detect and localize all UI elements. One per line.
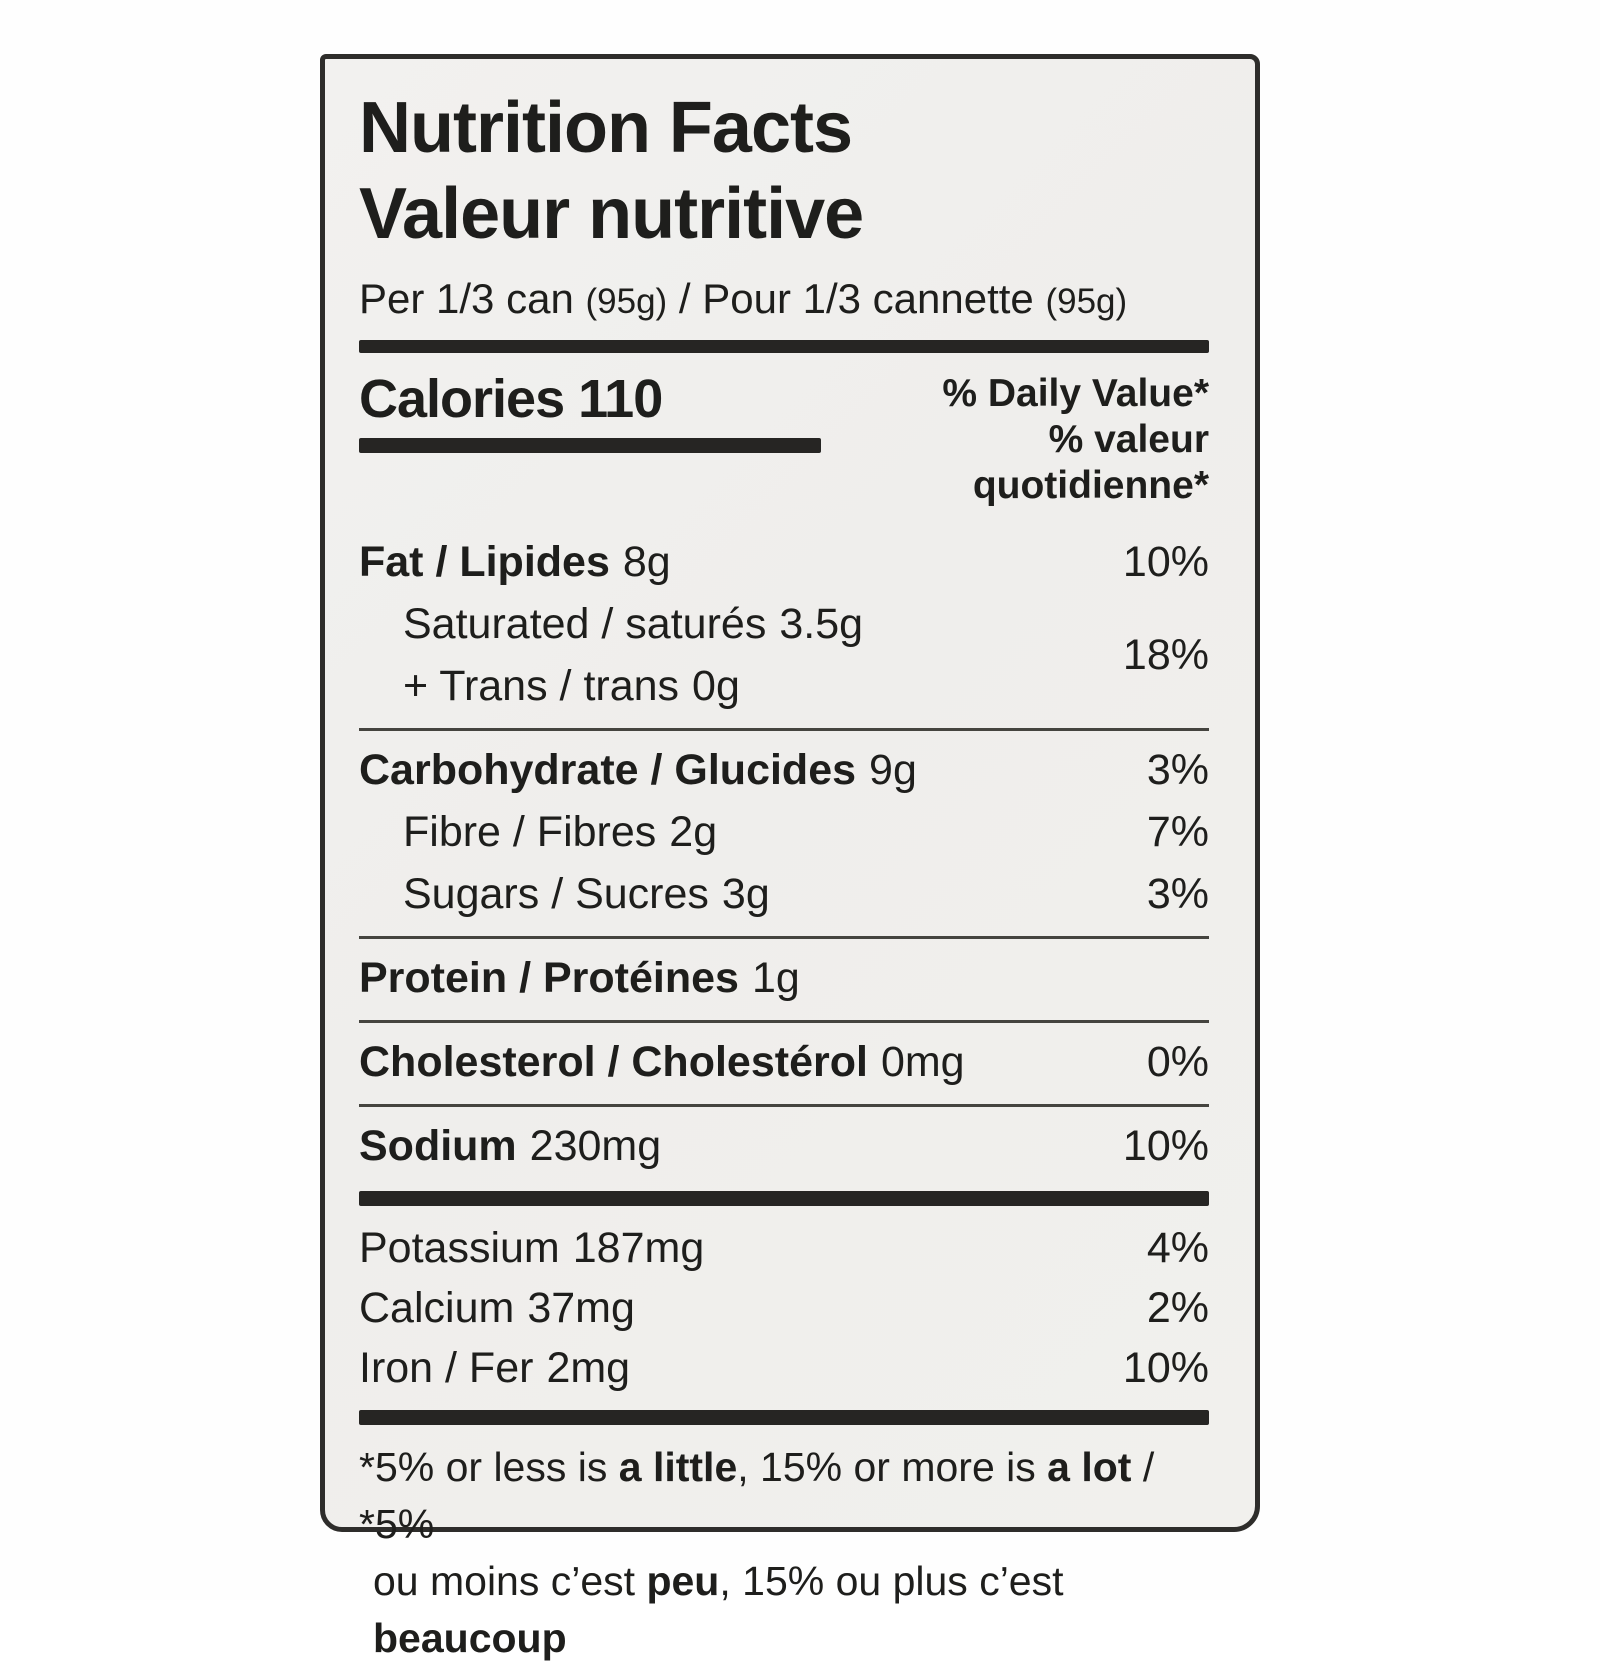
- potassium-dv: 4%: [1146, 1224, 1209, 1272]
- serving-fr-grams: (95g): [1045, 282, 1128, 321]
- row-protein: Protein / Protéines 1g: [359, 947, 1209, 1009]
- calories-underline-bar: [359, 438, 821, 453]
- serving-en-grams: (95g): [585, 282, 668, 321]
- row-trans-fat: + Trans / trans 0g: [403, 662, 740, 710]
- row-cholesterol: Cholesterol / Cholestérol 0mg 0%: [359, 1031, 1209, 1093]
- calcium-dv: 2%: [1146, 1284, 1209, 1332]
- sugars-name: Sugars / Sucres 3g: [403, 870, 770, 918]
- daily-value-header-en: % Daily Value*: [942, 372, 1209, 415]
- cholesterol-name: Cholesterol / Cholestérol 0mg: [359, 1038, 965, 1086]
- calcium-name: Calcium 37mg: [359, 1284, 635, 1332]
- potassium-name: Potassium 187mg: [359, 1224, 705, 1272]
- calories-label: Calories: [359, 369, 565, 429]
- separator-thick-top: [359, 340, 1209, 353]
- carbohydrate-name: Carbohydrate / Glucides 9g: [359, 746, 917, 794]
- separator-thin-3: [359, 1020, 1209, 1023]
- carbohydrate-dv: 3%: [1146, 746, 1209, 794]
- saturated-trans-group: Saturated / saturés 3.5g + Trans / trans 0…: [359, 593, 1209, 717]
- saturated-trans-names: Saturated / saturés 3.5g + Trans / trans 0…: [359, 593, 863, 717]
- row-calcium: Calcium 37mg 2%: [359, 1278, 1209, 1338]
- title-french: Valeur nutritive: [359, 174, 864, 254]
- nutrition-facts-label: Nutrition Facts Valeur nutritive Per 1/3…: [320, 54, 1260, 1661]
- serving-separator: /: [678, 275, 691, 322]
- row-sodium: Sodium 230mg 10%: [359, 1115, 1209, 1177]
- row-fibre: Fibre / Fibres 2g 7%: [359, 801, 1209, 863]
- row-potassium: Potassium 187mg 4%: [359, 1218, 1209, 1278]
- calories-number: 110: [578, 369, 663, 429]
- row-saturated-fat: Saturated / saturés 3.5g: [403, 600, 864, 648]
- protein-name: Protein / Protéines 1g: [359, 954, 800, 1002]
- separator-thin-2: [359, 936, 1209, 939]
- fat-name: Fat / Lipides 8g: [359, 538, 671, 586]
- footnote-line-fr: ou moins c’est peu, 15% ou plus c’est be…: [373, 1558, 1064, 1661]
- fat-dv: 10%: [1122, 538, 1209, 586]
- photo-background: Nutrition Facts Valeur nutritive Per 1/3…: [320, 54, 1260, 1661]
- sugars-dv: 3%: [1146, 870, 1209, 918]
- row-iron: Iron / Fer 2mg 10%: [359, 1338, 1209, 1398]
- serving-fr: Pour 1/3 cannette: [702, 275, 1034, 322]
- serving-en: Per 1/3 can: [359, 275, 574, 322]
- separator-thick-middle: [359, 1191, 1209, 1206]
- title-english: Nutrition Facts: [359, 88, 853, 168]
- daily-value-header: % Daily Value* % valeur quotidienne*: [821, 371, 1209, 509]
- cholesterol-dv: 0%: [1146, 1038, 1209, 1086]
- sodium-name: Sodium 230mg: [359, 1122, 662, 1170]
- separator-thin-4: [359, 1104, 1209, 1107]
- saturated-trans-dv: 18%: [1122, 630, 1209, 679]
- minerals-section: Potassium 187mg 4% Calcium 37mg 2% Iron / …: [359, 1218, 1209, 1398]
- calories-block: Calories 110: [359, 369, 821, 453]
- row-fat: Fat / Lipides 8g 10%: [359, 531, 1209, 593]
- row-sugars: Sugars / Sucres 3g 3%: [359, 863, 1209, 925]
- separator-thin-1: [359, 728, 1209, 731]
- sodium-dv: 10%: [1122, 1122, 1209, 1170]
- daily-value-header-fr: % valeur quotidienne*: [972, 418, 1209, 507]
- iron-dv: 10%: [1122, 1344, 1209, 1392]
- footnote-line-en: *5% or less is a little, 15% or more is …: [359, 1444, 1155, 1547]
- calories-section: Calories 110 % Daily Value* % valeur quo…: [359, 369, 1209, 509]
- row-carbohydrate: Carbohydrate / Glucides 9g 3%: [359, 739, 1209, 801]
- fibre-name: Fibre / Fibres 2g: [403, 808, 718, 856]
- serving-size-line: Per 1/3 can (95g) / Pour 1/3 cannette (9…: [359, 273, 1209, 328]
- calories-value: Calories 110: [359, 369, 821, 429]
- footnote: *5% or less is a little, 15% or more is …: [359, 1439, 1209, 1667]
- separator-thick-bottom: [359, 1410, 1209, 1425]
- fibre-dv: 7%: [1146, 808, 1209, 856]
- iron-name: Iron / Fer 2mg: [359, 1344, 631, 1392]
